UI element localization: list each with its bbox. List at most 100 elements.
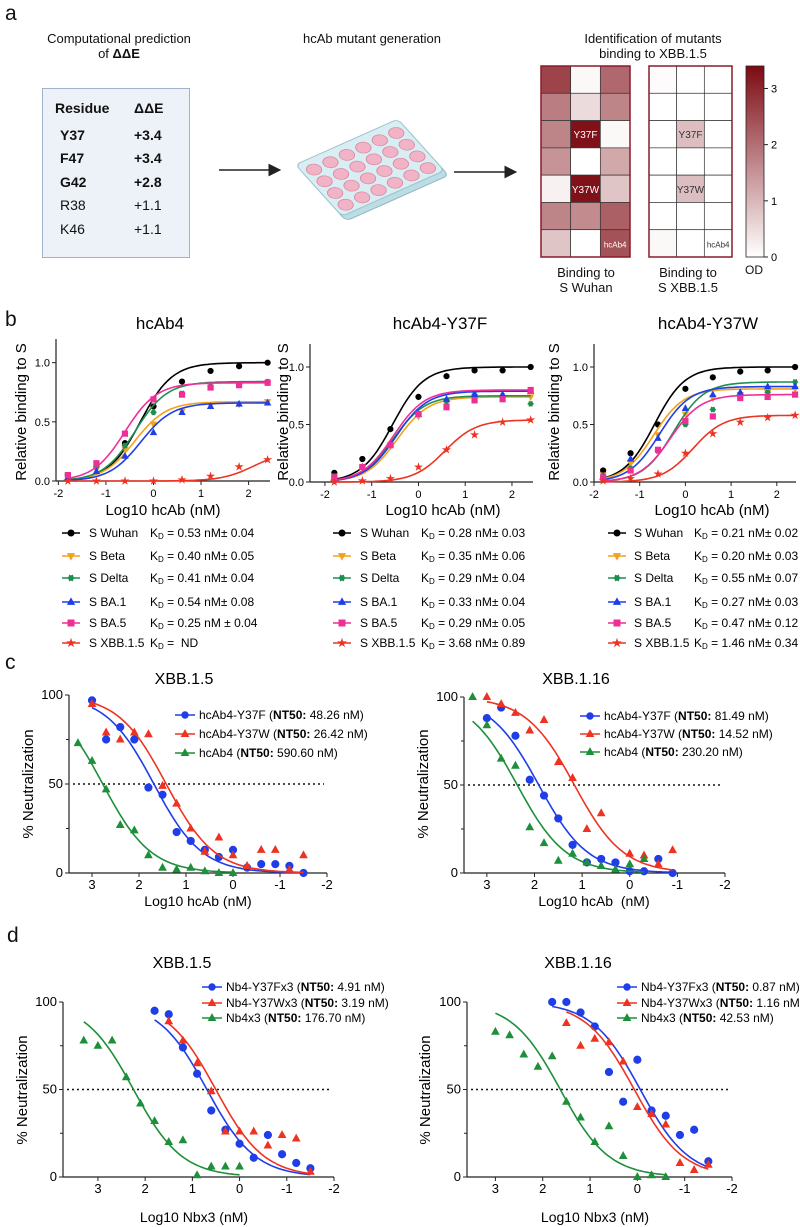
y-tick-label: 50 xyxy=(49,776,63,791)
legend-paren-close: ) xyxy=(364,727,368,741)
data-point xyxy=(668,845,677,854)
kd-subscript: D xyxy=(702,577,708,586)
data-point xyxy=(102,735,111,744)
data-point xyxy=(121,442,129,449)
data-point xyxy=(192,1170,202,1179)
data-point xyxy=(611,864,620,873)
data-point xyxy=(703,1159,713,1168)
table-cell-dde: +3.4 xyxy=(134,150,162,166)
data-point xyxy=(242,861,252,869)
legend-marker xyxy=(622,998,632,1007)
well xyxy=(376,165,393,177)
well xyxy=(353,191,371,204)
heatmap-cell xyxy=(648,65,678,94)
legend-paren-close: ) xyxy=(765,709,769,723)
data-point xyxy=(249,1153,258,1162)
data-point xyxy=(120,476,130,485)
x-tick-label: 2 xyxy=(246,488,252,500)
data-point xyxy=(582,824,592,833)
data-point xyxy=(206,1161,216,1170)
data-point xyxy=(186,836,195,846)
chart-b-1: hcAb4 Log10 hcAb (nM) Relative binding to … xyxy=(13,314,273,651)
data-point xyxy=(206,471,216,481)
heatmap-label-line1: Binding to xyxy=(557,265,615,280)
legend-paren-close: ) xyxy=(360,708,364,722)
data-point xyxy=(627,467,634,474)
heatmap-cell xyxy=(599,202,631,231)
kd-symbol: K xyxy=(150,526,158,540)
legend-nt50-label: NT50: xyxy=(240,746,273,760)
kd-equals: = xyxy=(435,571,449,585)
data-point xyxy=(178,391,186,398)
data-point xyxy=(626,454,635,462)
x-tick-label: 2 xyxy=(531,877,538,892)
data-point xyxy=(277,1150,287,1159)
data-point xyxy=(562,1096,571,1105)
data-point xyxy=(299,850,308,859)
data-point xyxy=(764,367,771,374)
heatmap-cell xyxy=(599,92,631,121)
legend-marker xyxy=(67,619,75,627)
legend-nt50-label: NT50: xyxy=(277,727,310,741)
x-tick-label: 0 xyxy=(634,1181,641,1196)
heatmap-cell xyxy=(599,174,631,203)
data-point xyxy=(568,840,577,849)
y-axis-label: Relative binding to S xyxy=(546,343,563,481)
legend-paren-open: ( xyxy=(675,727,682,741)
legend-marker xyxy=(612,637,622,648)
data-point xyxy=(568,773,577,782)
data-point xyxy=(93,460,100,467)
data-point xyxy=(144,729,153,738)
legend-paren-open: ( xyxy=(676,1011,683,1025)
data-point xyxy=(148,476,159,485)
kd-symbol: K xyxy=(694,595,702,609)
kd-equals: = xyxy=(164,595,178,609)
legend-marker xyxy=(337,637,347,648)
data-point xyxy=(178,1035,188,1044)
heatmap-cell xyxy=(703,174,733,203)
kd-equals: = xyxy=(708,549,722,563)
fit-curve-s-ba-5 xyxy=(603,393,796,482)
kd-symbol: K xyxy=(150,549,158,563)
legend-entry: Nb4x3 (NT50: 176.70 nM) xyxy=(226,1011,365,1025)
well xyxy=(409,150,426,163)
data-point xyxy=(200,846,210,855)
heatmap-cell-label: Y37F xyxy=(679,130,703,141)
chart-b-3: hcAb4-Y37W Log10 hcAb (nM) Relative bindin… xyxy=(546,314,800,651)
data-point xyxy=(527,386,534,394)
heatmap-cell xyxy=(540,147,572,176)
heatmap-cell xyxy=(540,92,572,121)
data-point xyxy=(387,426,394,433)
legend-series-name: S Wuhan xyxy=(634,526,683,540)
data-point xyxy=(576,1040,585,1049)
kd-equals: = xyxy=(435,616,449,630)
data-point xyxy=(491,1026,500,1035)
kd-symbol: K xyxy=(694,526,702,540)
step3-title-line2: binding to XBB.1.5 xyxy=(599,46,707,61)
legend-kd: KD = 0.28 nM± 0.03 xyxy=(421,526,525,541)
data-point xyxy=(791,382,799,390)
legend-nt50-value: 42.53 nM xyxy=(716,1011,769,1025)
heatmap-cell xyxy=(570,120,601,149)
data-point xyxy=(235,399,243,407)
legend-series-name: S BA.1 xyxy=(634,595,672,609)
data-point xyxy=(115,820,125,828)
legend-nt50-label: NT50: xyxy=(683,1011,716,1025)
legend-series-name: S Beta xyxy=(634,549,670,563)
data-point xyxy=(129,825,139,834)
data-point xyxy=(681,404,690,411)
x-tick-label: 2 xyxy=(509,489,515,501)
data-point xyxy=(511,760,520,769)
chart-title: XBB.1.5 xyxy=(153,955,212,972)
data-point xyxy=(172,864,181,873)
kd-value: 1.46 nM± 0.34 xyxy=(721,636,798,650)
well xyxy=(398,138,415,151)
step3-title: Identification of mutants binding to XBB… xyxy=(584,31,721,61)
data-point xyxy=(92,467,101,475)
x-tick-label: 0 xyxy=(415,489,421,501)
kd-equals: = xyxy=(435,549,449,563)
well xyxy=(316,175,333,188)
well xyxy=(419,162,437,174)
data-point xyxy=(482,720,492,729)
legend-marker xyxy=(338,574,346,582)
